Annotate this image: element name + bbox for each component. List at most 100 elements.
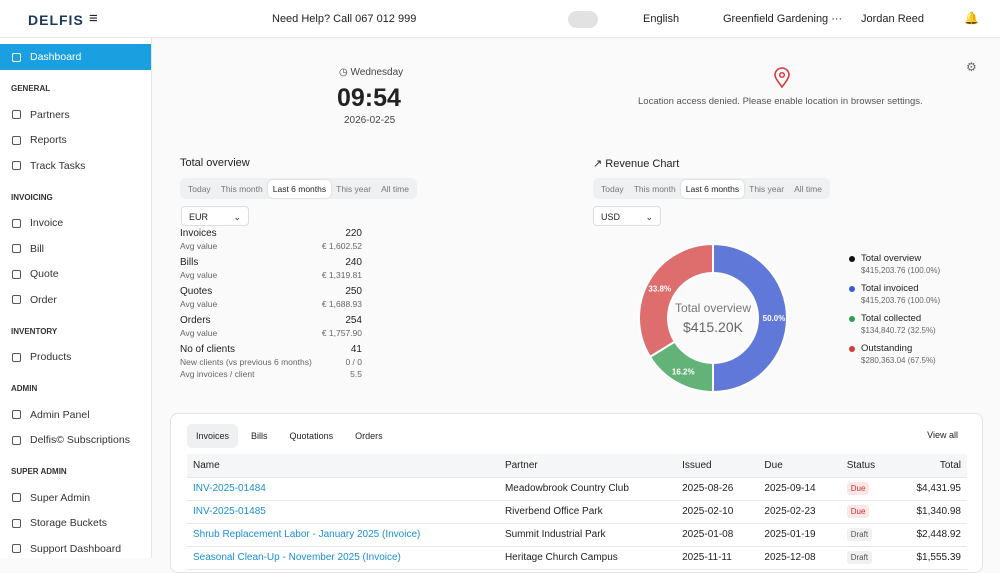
stat-row: Quotes 250 — [180, 286, 362, 297]
table-tab[interactable]: Bills — [251, 431, 268, 441]
cell: 2025-09-14 — [758, 477, 841, 501]
title: Revenue Chart — [605, 158, 680, 170]
nav-item[interactable]: Order — [0, 287, 151, 313]
tab[interactable]: All time — [381, 183, 409, 194]
menu-icon[interactable]: ≡ — [89, 10, 98, 27]
nav-item[interactable]: Storage Buckets — [0, 511, 151, 537]
icon — [12, 110, 21, 120]
notifications[interactable]: 🔔 — [964, 11, 979, 25]
nav-item[interactable]: Super Admin — [0, 485, 151, 511]
value: 0 / 0 — [345, 357, 362, 367]
link[interactable]: INV-2025-01485 — [193, 506, 266, 517]
nav-label: Quote — [30, 268, 59, 281]
cell: $1,340.98 — [893, 500, 967, 524]
currency-select[interactable]: EUR ⌄ — [181, 206, 249, 226]
label: Avg value — [180, 241, 218, 251]
section-title: SUPER ADMIN — [11, 467, 67, 476]
nav-item[interactable]: Quote — [0, 262, 151, 288]
header-row: Name Partner Issued Due Status Total — [187, 454, 967, 478]
table-tabs: Invoices Bills Quotations Orders — [187, 424, 396, 448]
icon — [12, 410, 21, 420]
nav-item[interactable]: Track Tasks — [0, 153, 151, 179]
nav-item[interactable]: Invoice — [0, 211, 151, 237]
tab[interactable]: Today — [601, 183, 624, 194]
link[interactable]: INV-2025-01484 — [193, 483, 266, 494]
text: $4,431.95 — [916, 483, 962, 494]
currency: USD — [601, 212, 621, 222]
value: 5.5 — [350, 369, 362, 379]
nav-item[interactable]: Reports — [0, 128, 151, 154]
tab[interactable]: This year — [336, 183, 372, 194]
tab[interactable]: This month — [633, 183, 676, 194]
table-tab[interactable]: Quotations — [289, 431, 334, 441]
text: $2,448.92 — [916, 529, 962, 540]
tab[interactable]: Today — [188, 183, 211, 194]
nav-label: Bill — [30, 242, 45, 255]
column-header: Partner — [498, 454, 677, 478]
nav-label: Invoice — [30, 217, 64, 230]
table-row: Shrub Replacement Labor - January 2025 (… — [187, 523, 967, 547]
table-tab[interactable]: Invoices — [187, 424, 239, 448]
stat-sub-row: Avg value € 1,602.52 — [180, 241, 362, 251]
legend-dot — [849, 286, 855, 292]
icon — [12, 493, 21, 503]
cell: Meadowbrook Country Club — [498, 477, 677, 501]
label: Quotes — [180, 286, 213, 297]
nav-item[interactable]: Support Dashboard — [0, 536, 151, 562]
legend-detail: $280,363.04 (67.5%) — [861, 356, 936, 365]
nav-label: Products — [30, 351, 72, 364]
stat-row: No of clients 41 — [180, 344, 362, 355]
language[interactable]: English — [643, 13, 680, 25]
nav-label: Reports — [30, 134, 67, 147]
text: 2025-01-08 — [682, 529, 734, 540]
settings-icon[interactable]: ⚙ — [966, 60, 977, 74]
legend-item: Outstanding $280,363.04 (67.5%) — [849, 343, 940, 365]
segment-label: 33.8% — [648, 284, 671, 293]
organization[interactable]: Greenfield Gardening ··· — [723, 13, 843, 25]
nav-item[interactable]: Admin Panel — [0, 402, 151, 428]
nav-item[interactable]: Partners — [0, 102, 151, 128]
cell: Due — [840, 477, 894, 501]
table-tab[interactable]: Orders — [355, 431, 383, 441]
text: 2025-09-14 — [764, 483, 816, 494]
tab[interactable]: This year — [749, 183, 785, 194]
cell: INV-2025-01485 — [187, 500, 499, 524]
tab[interactable]: This month — [220, 183, 263, 194]
legend-detail: $415,203.76 (100.0%) — [861, 296, 941, 305]
nav-label: Super Admin — [30, 491, 91, 504]
theme-toggle[interactable] — [568, 11, 598, 28]
label: Avg value — [180, 270, 218, 280]
legend-name: Outstanding — [861, 343, 913, 354]
label: Avg invoices / client — [180, 369, 255, 379]
stat-row: Invoices 220 — [180, 228, 362, 239]
nav-item[interactable]: Delfis© Subscriptions — [0, 428, 151, 454]
legend-dot — [849, 316, 855, 322]
page: DELFIS ≡ Need Help? Call 067 012 999 Eng… — [0, 10, 1000, 573]
link[interactable]: Shrub Replacement Labor - January 2025 (… — [193, 529, 421, 540]
center-value: $415.20K — [683, 319, 744, 335]
location-message: Location access denied. Please enable lo… — [638, 96, 923, 107]
nav-label: Partners — [30, 108, 70, 121]
nav-label: Delfis© Subscriptions — [30, 434, 130, 447]
label: Bills — [180, 257, 199, 268]
nav-item-active[interactable]: Dashboard — [0, 44, 151, 70]
view-all[interactable]: View all — [927, 430, 958, 440]
value: € 1,688.93 — [321, 299, 362, 309]
value: 240 — [345, 257, 362, 268]
tab[interactable]: All time — [794, 183, 822, 194]
cell: $4,431.95 — [893, 477, 967, 501]
user-name[interactable]: Jordan Reed — [861, 13, 924, 25]
nav-item[interactable]: Products — [0, 345, 151, 371]
stats: Invoices 220 Avg value € 1,602.52 Bills 240 Av… — [180, 228, 362, 379]
nav-item[interactable]: Bill — [0, 236, 151, 262]
tab[interactable]: Last 6 months — [267, 179, 332, 198]
stat-sub-row: Avg value € 1,688.93 — [180, 299, 362, 309]
legend-detail: $415,203.76 (100.0%) — [861, 266, 941, 275]
legend-item: Total collected $134,840.72 (32.5%) — [849, 313, 940, 335]
tab[interactable]: Last 6 months — [680, 179, 745, 198]
logo[interactable]: DELFIS — [28, 12, 84, 28]
currency-select[interactable]: USD ⌄ — [593, 206, 661, 226]
stat-sub-row: New clients (vs previous 6 months) 0 / 0 — [180, 357, 362, 367]
value: 41 — [350, 344, 362, 355]
help-text: Need Help? Call 067 012 999 — [272, 13, 417, 25]
